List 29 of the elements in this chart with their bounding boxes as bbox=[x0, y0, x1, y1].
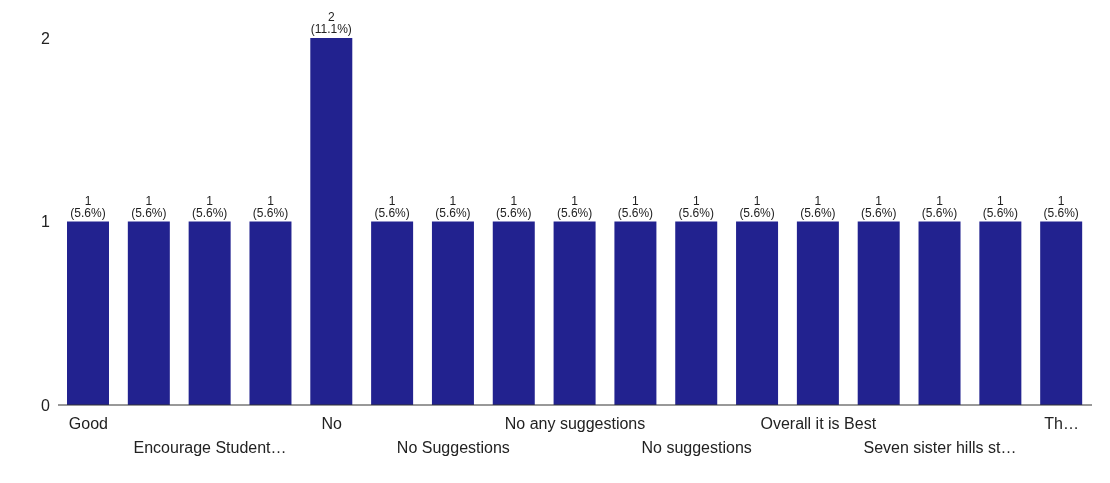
data-label: 1 (5.6%) bbox=[70, 193, 106, 220]
x-tick-label: No suggestions bbox=[641, 439, 752, 456]
x-tick-label: Seven sister hills st… bbox=[863, 439, 1017, 456]
data-label: 1 (5.6%) bbox=[800, 193, 836, 220]
data-label: 1 (5.6%) bbox=[435, 193, 471, 220]
x-tick-label: No bbox=[321, 415, 343, 432]
data-label: 1 (5.6%) bbox=[556, 193, 593, 220]
x-tick-label: Encourage Student… bbox=[133, 439, 287, 456]
x-tick-label: No Suggestions bbox=[396, 439, 510, 456]
data-label: 1 (5.6%) bbox=[496, 193, 532, 220]
data-label: 1 (5.6%) bbox=[982, 193, 1019, 220]
data-label: 2 (11.1%) bbox=[310, 10, 352, 36]
data-label: 1 (5.6%) bbox=[861, 193, 897, 220]
data-label: 1 (5.6%) bbox=[739, 193, 775, 220]
data-label: 1 (5.6%) bbox=[1043, 193, 1079, 220]
y-tick-label: 2 bbox=[41, 29, 51, 47]
x-tick-label: No any suggestions bbox=[504, 415, 646, 432]
x-tick-label: Good bbox=[68, 415, 108, 432]
data-label: 1 (5.6%) bbox=[921, 193, 958, 220]
data-label: 1 (5.6%) bbox=[617, 193, 654, 220]
y-tick-label: 0 bbox=[41, 396, 51, 414]
data-label: 1 (5.6%) bbox=[678, 193, 714, 220]
data-label: 1 (5.6%) bbox=[374, 193, 410, 220]
y-tick-label: 1 bbox=[41, 213, 51, 231]
x-tick-label: Overall it is Best bbox=[760, 415, 877, 432]
data-label: 1 (5.6%) bbox=[131, 193, 167, 220]
x-tick-label: Th… bbox=[1044, 415, 1079, 432]
data-label: 1 (5.6%) bbox=[191, 193, 228, 220]
data-label: 1 (5.6%) bbox=[252, 193, 289, 220]
